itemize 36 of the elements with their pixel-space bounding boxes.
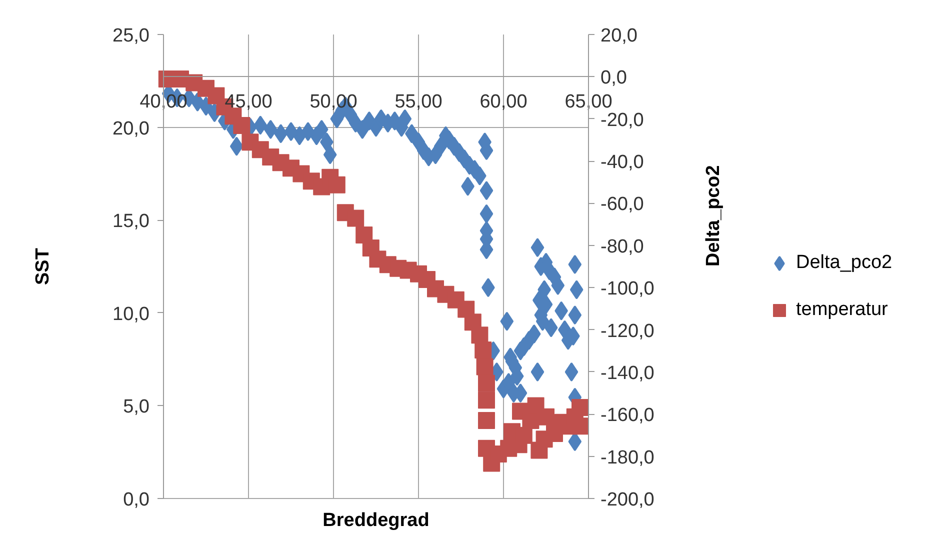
point — [478, 392, 495, 409]
y2-tick-label: -160,0 — [600, 405, 654, 426]
point — [572, 399, 588, 416]
point — [347, 210, 364, 227]
y2-axis-title: Delta_pco2 — [702, 165, 724, 266]
y-tick-label: 20,0 — [112, 118, 150, 140]
y2-tick-label: -60,0 — [600, 194, 644, 216]
y2-tick-label: -180,0 — [600, 447, 654, 468]
point — [572, 418, 588, 435]
legend-label: Delta_pco2 — [796, 252, 892, 274]
y2-tick-label: 0,0 — [600, 68, 627, 89]
point — [538, 408, 554, 426]
point — [478, 374, 495, 392]
y-tick-label: 15,0 — [112, 211, 150, 232]
point — [471, 326, 488, 344]
legend-label: temperatur — [796, 299, 888, 321]
y-tick-label: 0,0 — [123, 490, 150, 510]
point — [478, 412, 495, 430]
y2-tick-label: -100,0 — [600, 278, 654, 300]
point — [474, 342, 492, 359]
y-axis-title: SST — [32, 248, 54, 285]
y2-tick-label: -120,0 — [600, 320, 654, 342]
x-tick-label: 60,00 — [480, 92, 528, 113]
point — [233, 116, 250, 134]
x-axis-title: Breddegrad — [322, 510, 430, 531]
point — [328, 176, 346, 194]
y2-tick-label: 20,0 — [600, 26, 638, 46]
y2-tick-label: -140,0 — [600, 362, 654, 384]
y2-tick-label: -200,0 — [600, 490, 654, 510]
x-tick-label: 55,00 — [394, 92, 442, 113]
y-tick-label: 10,0 — [112, 304, 150, 325]
y2-tick-label: -80,0 — [600, 236, 644, 258]
y2-tick-label: -40,0 — [600, 152, 644, 174]
point — [476, 358, 494, 376]
y-tick-label: 25,0 — [112, 26, 150, 46]
y-tick-label: 5,0 — [123, 396, 150, 418]
